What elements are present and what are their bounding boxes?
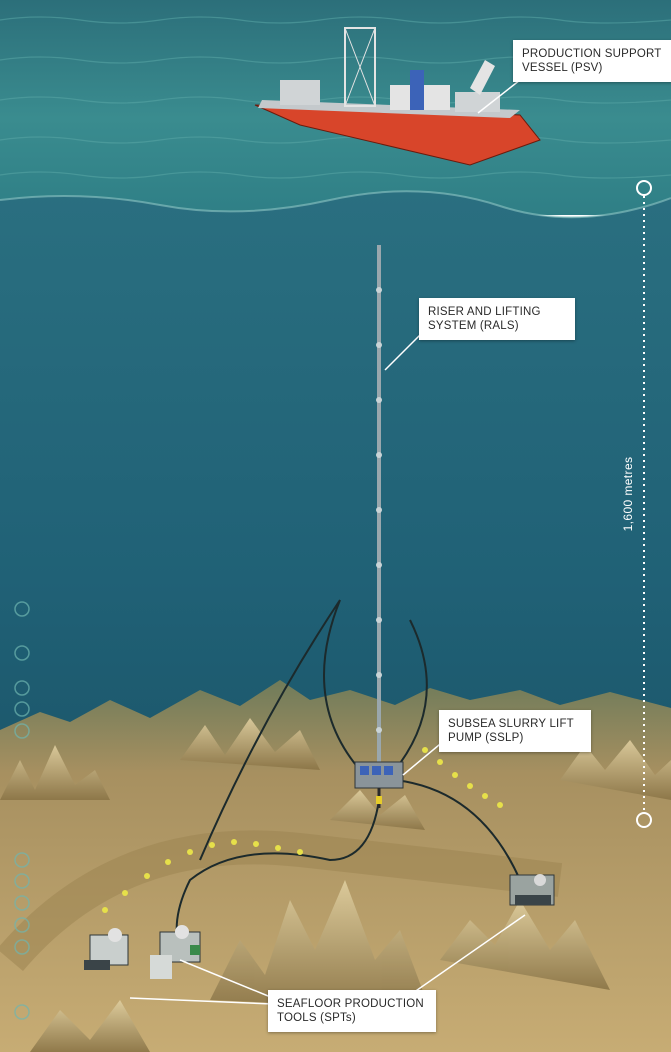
- callout-sslp-line2: PUMP (SSLP): [448, 732, 524, 744]
- callout-psv: PRODUCTION SUPPORT VESSEL (PSV): [513, 40, 671, 82]
- seafloor-tool-collector: [509, 874, 555, 906]
- seafloor-ridges: [0, 718, 671, 1052]
- callout-sslp-line1: SUBSEA SLURRY LIFT: [448, 718, 574, 730]
- callout-rals-line1: RISER AND LIFTING: [428, 306, 541, 318]
- depth-scale-top-marker: [636, 180, 652, 196]
- side-ring-markers: [14, 601, 30, 1020]
- depth-scale-bottom-marker: [636, 812, 652, 828]
- flexible-jumpers: [175, 599, 521, 951]
- riser-joints: [376, 287, 382, 733]
- depth-label: 1,600 metres: [621, 456, 635, 532]
- callout-sslp: SUBSEA SLURRY LIFT PUMP (SSLP): [439, 710, 591, 752]
- waterline: [0, 190, 671, 219]
- sslp-unit: [354, 761, 404, 808]
- callout-leaders: [129, 79, 526, 1005]
- seafloor-tool-cutter: [84, 928, 129, 970]
- callout-psv-line2: VESSEL (PSV): [522, 62, 603, 74]
- callout-rals-line2: SYSTEM (RALS): [428, 320, 519, 332]
- callout-spt-line1: SEAFLOOR PRODUCTION: [277, 998, 424, 1010]
- path-markers: [102, 747, 503, 913]
- callout-spt: SEAFLOOR PRODUCTION TOOLS (SPTs): [268, 990, 436, 1032]
- callout-rals: RISER AND LIFTING SYSTEM (RALS): [419, 298, 575, 340]
- depth-scale: [636, 180, 652, 828]
- production-support-vessel: [254, 27, 541, 166]
- callout-spt-line2: TOOLS (SPTs): [277, 1012, 356, 1024]
- surface-ripples: [0, 16, 671, 179]
- seafloor-tool-auxiliary: [150, 925, 201, 979]
- callout-psv-line1: PRODUCTION SUPPORT: [522, 48, 662, 60]
